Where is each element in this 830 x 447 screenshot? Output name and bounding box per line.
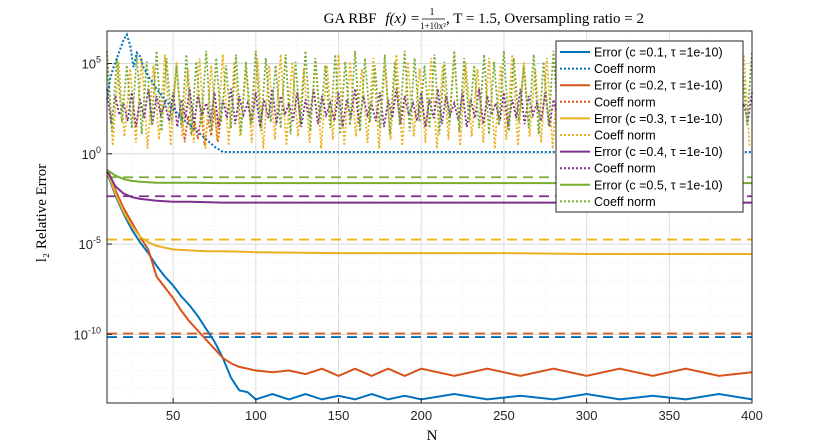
x-axis: 50 100 150 200 250 300 350 400: [166, 398, 763, 423]
x-tick-label: 300: [576, 408, 598, 423]
legend-label: Coeff norm: [594, 95, 656, 109]
legend-label: Error (c =0.5, τ =1e-10): [594, 178, 723, 192]
coeff-norm-line: [106, 88, 753, 128]
x-tick-label: 150: [328, 408, 350, 423]
x-tick-label: 400: [741, 408, 763, 423]
title-prefix: GA RBF: [324, 11, 377, 27]
legend-box: [555, 40, 744, 213]
title-frac-den: 1+10x²: [420, 21, 446, 31]
title-frac-num: 1: [430, 7, 435, 18]
x-axis-label: N: [427, 428, 438, 444]
legend-label: Coeff norm: [594, 195, 656, 209]
error-line: [106, 171, 753, 377]
y-tick-label: 10-10: [74, 325, 101, 342]
x-tick-label: 100: [245, 408, 267, 423]
legend-label: Coeff norm: [594, 162, 656, 176]
legend-label: Coeff norm: [594, 129, 656, 143]
legend-label: Error (c =0.2, τ =1e-10): [594, 79, 723, 93]
chart-title: GA RBF f(x) = 1 1+10x² , T = 1.5, Oversa…: [324, 7, 644, 31]
y-axis: 105 100 10-5 10-10: [74, 55, 112, 342]
legend-label: Error (c =0.4, τ =1e-10): [594, 145, 723, 159]
error-line: [106, 169, 752, 204]
x-tick-label: 350: [658, 408, 680, 423]
title-func: f(x) =: [385, 11, 420, 27]
x-tick-label: 250: [493, 408, 515, 423]
y-tick-label: 10-5: [79, 235, 101, 252]
x-tick-label: 200: [410, 408, 432, 423]
svg-text:GA RBF f(x) =: GA RBF f(x) =: [324, 11, 420, 27]
coeff-norm-line: [106, 32, 752, 153]
y-tick-label: 100: [82, 145, 101, 162]
legend-label: Coeff norm: [594, 62, 656, 76]
x-tick-label: 50: [166, 408, 180, 423]
legend-label: Error (c =0.3, τ =1e-10): [594, 112, 723, 126]
legend-label: Error (c =0.1, τ =1e-10): [594, 46, 723, 60]
y-axis-label: l₂ Relative Error: [34, 164, 50, 263]
y-tick-label: 105: [82, 55, 101, 72]
title-suffix: , T = 1.5, Oversampling ratio = 2: [446, 11, 644, 27]
legend: Error (c =0.1, τ =1e-10) Coeff norm Error …: [555, 40, 744, 213]
error-line: [106, 171, 753, 401]
axes-box: [106, 30, 753, 404]
error-line: [106, 169, 752, 255]
